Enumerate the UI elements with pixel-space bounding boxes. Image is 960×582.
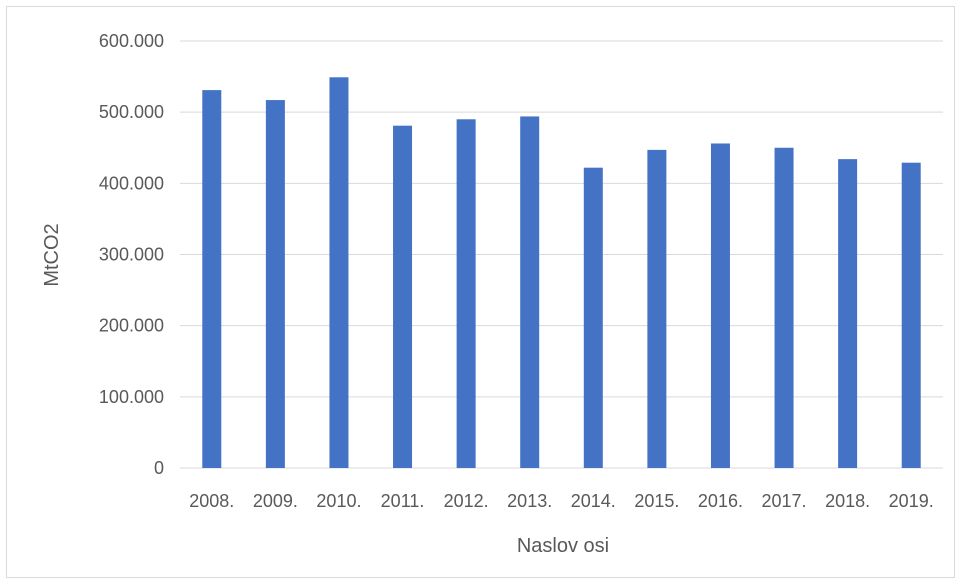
bar bbox=[393, 125, 413, 469]
y-tick-label: 300.000 bbox=[99, 245, 164, 265]
x-tick-label: 2012. bbox=[444, 491, 489, 511]
bar bbox=[901, 162, 921, 468]
gridlines bbox=[180, 40, 943, 469]
bar bbox=[329, 77, 349, 469]
x-tick-label: 2018. bbox=[825, 491, 870, 511]
y-tick-label: 100.000 bbox=[99, 387, 164, 407]
y-tick-label: 500.000 bbox=[99, 102, 164, 122]
bar bbox=[838, 159, 858, 469]
bar bbox=[520, 116, 540, 468]
bars bbox=[202, 77, 921, 469]
y-axis-ticks: 0 100.000 200.000 300.000 400.000 500.000 600.… bbox=[99, 31, 164, 478]
chart-frame bbox=[6, 6, 955, 578]
bar bbox=[647, 149, 667, 468]
x-tick-label: 2009. bbox=[253, 491, 298, 511]
bar bbox=[583, 167, 603, 468]
x-tick-label: 2016. bbox=[698, 491, 743, 511]
y-tick-label: 200.000 bbox=[99, 316, 164, 336]
x-tick-label: 2014. bbox=[571, 491, 616, 511]
x-tick-label: 2013. bbox=[507, 491, 552, 511]
x-tick-label: 2008. bbox=[189, 491, 234, 511]
x-tick-label: 2010. bbox=[316, 491, 361, 511]
x-tick-label: 2017. bbox=[762, 491, 807, 511]
x-tick-label: 2011. bbox=[381, 491, 425, 511]
x-tick-label: 2015. bbox=[634, 491, 679, 511]
x-axis-title: Naslov osi bbox=[517, 535, 609, 557]
bar bbox=[774, 147, 794, 468]
x-tick-label: 2019. bbox=[889, 491, 934, 511]
bar bbox=[202, 90, 222, 468]
y-axis-title: MtCO2 bbox=[41, 223, 63, 286]
bar bbox=[710, 143, 730, 469]
y-tick-label: 0 bbox=[154, 458, 164, 478]
y-tick-label: 400.000 bbox=[99, 173, 164, 193]
bar bbox=[265, 100, 285, 469]
x-axis-ticks: 2008. 2009. 2010. 2011. 2012. 2013. 2014. 2015.… bbox=[189, 491, 933, 511]
y-tick-label: 600.000 bbox=[99, 31, 164, 51]
bar bbox=[456, 119, 476, 469]
